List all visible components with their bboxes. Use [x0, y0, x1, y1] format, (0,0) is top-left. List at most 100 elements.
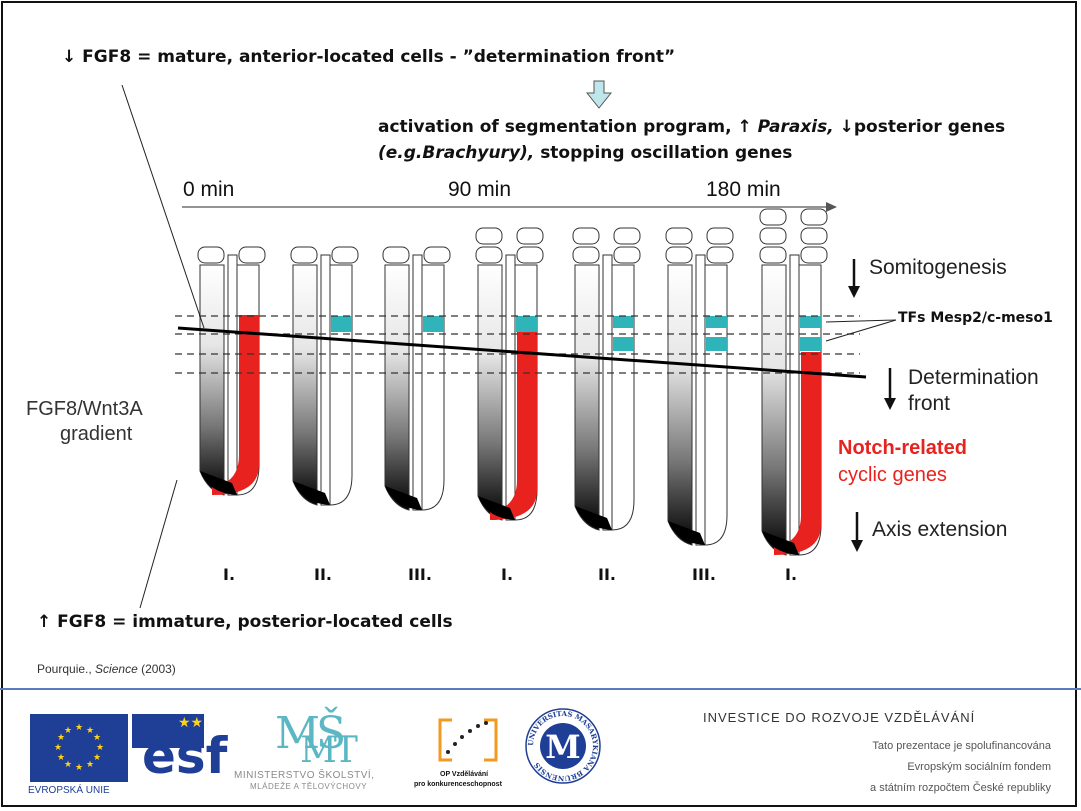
op-label-line2: pro konkurenceschopnost — [414, 781, 502, 788]
somite-cap — [516, 227, 544, 245]
time-label-0: 0 min — [183, 178, 235, 201]
fgf8-up-annotation: ↑ FGF8 = immature, posterior-located cel… — [37, 612, 453, 632]
eu-stars-icon: ★ ★★★ ★★★★ ★★★★ — [54, 723, 104, 773]
svg-text:★: ★ — [96, 743, 104, 753]
somite-cap — [759, 227, 787, 245]
somite-cap — [382, 246, 410, 264]
tailbud-base — [385, 486, 422, 510]
mesp-stripe — [706, 337, 727, 351]
determination-arrow — [884, 368, 896, 410]
svg-text:★: ★ — [64, 726, 72, 736]
tfs-pointer — [825, 319, 897, 342]
time-label-90: 90 min — [448, 178, 512, 201]
cofin-line1: Tato prezentace je spolufinancována — [872, 740, 1051, 752]
fgf8-down-annotation: ↓ FGF8 = mature, anterior-located cells … — [62, 47, 676, 67]
tailbud-base — [200, 471, 237, 495]
stopping-text: stopping oscillation genes — [540, 143, 793, 163]
axis-extension-arrow — [851, 512, 863, 552]
somite-cap — [516, 246, 544, 264]
cyclic-gene-band — [774, 352, 821, 555]
mesp-stripe — [613, 337, 634, 351]
op-label-line1: OP Vzdělávání — [440, 771, 489, 778]
determination-front-line — [177, 326, 867, 379]
paraxis-text: Paraxis, — [757, 117, 834, 137]
somite-cap — [475, 227, 503, 245]
somite-cap — [613, 246, 641, 264]
phase-label: II. — [314, 565, 332, 584]
tailbud-base — [575, 506, 612, 530]
svg-text:★: ★ — [54, 743, 62, 753]
dashed-guides — [175, 315, 860, 374]
esf-text: esf — [142, 727, 228, 785]
somite-cap — [572, 227, 600, 245]
psm-column — [611, 264, 635, 531]
tailbud-base — [293, 481, 330, 505]
footer-divider — [0, 688, 1081, 690]
fgf8-up-pointer — [139, 479, 178, 609]
tfs-pointer — [825, 319, 897, 323]
somite-cap — [331, 246, 359, 264]
somite-cap — [572, 246, 600, 264]
phase-label: II. — [598, 565, 616, 584]
phase-label: I. — [785, 565, 798, 584]
msmt-logo-mark: MŠ — [275, 708, 346, 759]
time-label-180: 180 min — [706, 178, 781, 201]
svg-text:★: ★ — [93, 733, 101, 743]
axis-extension-label: Axis extension — [872, 518, 1008, 541]
msmt-label-line2: MLÁDEŽE A TĚLOVÝCHOVY — [250, 782, 368, 791]
mesp-stripe — [331, 316, 352, 332]
phase-label: III. — [408, 565, 432, 584]
phase-label: III. — [692, 565, 716, 584]
tubes-group — [197, 208, 828, 556]
phase-label: I. — [501, 565, 514, 584]
tailbud-base — [478, 496, 515, 520]
somite-cap — [613, 227, 641, 245]
mesp-stripe — [706, 316, 727, 328]
somitogenesis-label: Somitogenesis — [869, 256, 1007, 279]
somite-cap — [290, 246, 318, 264]
esf-flag-block — [132, 714, 204, 748]
somite-cap — [423, 246, 451, 264]
gradient-label-line2: gradient — [60, 423, 133, 445]
somite-cap — [759, 246, 787, 264]
cyclic-gene-band — [212, 315, 259, 495]
citation-year: (2003) — [141, 662, 176, 676]
somite-cap — [238, 246, 266, 264]
somite-cap — [197, 246, 225, 264]
svg-text:★: ★ — [57, 753, 65, 763]
msmt-logo-mark-2: MT — [300, 730, 358, 771]
mesp-stripe — [423, 316, 444, 332]
svg-text:★: ★ — [86, 726, 94, 736]
svg-text:★: ★ — [64, 760, 72, 770]
activation-text-line2: (e.g.Brachyury), stopping oscillation ge… — [378, 143, 792, 163]
psm-column — [704, 264, 728, 546]
cofin-line2: Evropským sociálním fondem — [907, 761, 1051, 773]
somite-cap — [706, 227, 734, 245]
activation-prefix: activation of segmentation program, ↑ — [378, 117, 758, 137]
somitogenesis-arrow — [848, 259, 860, 298]
mesp-stripe — [613, 316, 634, 328]
svg-text:★: ★ — [86, 760, 94, 770]
somite-cap — [759, 208, 787, 226]
svg-text:★: ★ — [93, 753, 101, 763]
somite-cap — [665, 227, 693, 245]
eu-flag-logo: ★ ★ ★ ★ ★ ★ ★ ★ ★ ★ ★ ★ — [30, 714, 128, 782]
phase-label: I. — [223, 565, 236, 584]
down-block-arrow — [585, 80, 613, 109]
somite-cap — [665, 246, 693, 264]
somite-cap — [800, 246, 828, 264]
activation-text-line1: activation of segmentation program, ↑ Pa… — [378, 117, 1005, 137]
activation-suffix: ↓posterior genes — [839, 117, 1006, 137]
somite-cap — [475, 246, 503, 264]
svg-text:★: ★ — [57, 733, 65, 743]
tailbud-base — [762, 531, 799, 555]
somite-cap — [800, 227, 828, 245]
notch-label: Notch-related — [838, 437, 967, 459]
cofin-line3: a státním rozpočtem České republiky — [870, 782, 1051, 794]
esf-star-icon: ★★ — [178, 714, 204, 730]
